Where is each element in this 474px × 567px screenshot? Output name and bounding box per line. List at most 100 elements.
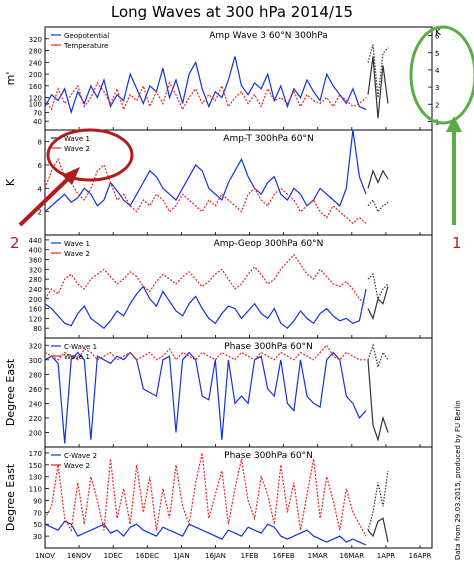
x-tick-label: 1JAN bbox=[173, 552, 189, 560]
x-tick-label: 16DEC bbox=[135, 552, 159, 560]
y-tick-label: 70 bbox=[33, 109, 42, 117]
y-tick-label: 400 bbox=[29, 247, 42, 255]
y-tick-label: 160 bbox=[29, 83, 42, 91]
legend-label: Wave 2 bbox=[64, 462, 90, 470]
y-tick-label: 110 bbox=[29, 486, 42, 494]
x-axis: 1NOV 16NOV 1DEC 16DEC 1JAN 16JAN 1FEB 16FEB 1MAR… bbox=[35, 127, 432, 560]
panel-frame bbox=[44, 337, 433, 448]
green-annotation-label: 1 bbox=[452, 234, 462, 252]
y-tick-label: 90 bbox=[33, 497, 42, 505]
series-line-2 bbox=[44, 157, 367, 225]
legend-label: Wave 1 bbox=[64, 240, 90, 248]
series-line-2 bbox=[44, 344, 366, 361]
panel-5: 30 50 70 90 110 130 150 170 Degree East Phase 300… bbox=[4, 446, 433, 549]
red-annotation-label: 2 bbox=[10, 234, 20, 252]
panel-4: 200 220 240 260 280 300 320 Degree East Phase 30… bbox=[4, 337, 433, 448]
x-tick-label: 1MAR bbox=[308, 552, 328, 560]
panel-title: Amp-Geop 300hPa 60°N bbox=[214, 239, 324, 249]
y-tick-label: 360 bbox=[29, 257, 42, 265]
y-tick-label: 150 bbox=[29, 462, 42, 470]
series-line-1 bbox=[44, 351, 367, 444]
legend-label: Wave 2 bbox=[64, 145, 90, 153]
y-tick-label: 120 bbox=[29, 315, 42, 323]
panel-title: Phase 300hPa 60°N bbox=[224, 342, 313, 352]
series-line-2 bbox=[44, 253, 367, 305]
y-tick-label: 320 bbox=[29, 342, 42, 350]
legend-label: C-Wave 1 bbox=[64, 343, 97, 351]
series-line-2 bbox=[44, 452, 367, 537]
legend-label: Wave 2 bbox=[64, 250, 90, 258]
y-tick-label: 260 bbox=[29, 386, 42, 394]
y2-tick-label: 4 bbox=[435, 67, 440, 75]
forecast-line-dotted bbox=[367, 343, 389, 370]
y-tick-label: 120 bbox=[29, 95, 42, 103]
y-tick-label: 80 bbox=[33, 325, 42, 333]
series-line-1 bbox=[44, 56, 367, 115]
y-tick-label: 100 bbox=[29, 101, 42, 109]
legend-label: Geopotential bbox=[64, 32, 109, 40]
x-tick-label: 1DEC bbox=[104, 552, 123, 560]
y-tick-label: 160 bbox=[29, 306, 42, 314]
y2-tick-label: 2 bbox=[435, 101, 439, 109]
y-tick-label: 320 bbox=[29, 36, 42, 44]
forecast-line-solid bbox=[367, 56, 389, 119]
y-tick-label: 40 bbox=[33, 118, 42, 126]
red-circle-annotation bbox=[46, 128, 134, 182]
x-tick-label: 16MAR bbox=[340, 552, 365, 560]
legend-label: C-Wave 2 bbox=[64, 452, 97, 460]
forecast-line-dotted bbox=[367, 272, 389, 301]
panel-title: Phase 300hPa 60°N bbox=[224, 451, 313, 461]
chart-title: Long Waves at 300 hPa 2014/15 bbox=[111, 3, 353, 21]
y-tick-label: 300 bbox=[29, 357, 42, 365]
y-tick-label: 240 bbox=[29, 59, 42, 67]
y-tick-label: 320 bbox=[29, 266, 42, 274]
x-tick-label: 1NOV bbox=[35, 552, 55, 560]
x-tick-label: 1APR bbox=[377, 552, 395, 560]
y-tick-label: 170 bbox=[29, 450, 42, 458]
y-axis-label: K bbox=[4, 178, 17, 186]
y2-tick-label: 6 bbox=[435, 33, 440, 41]
y-tick-label: 70 bbox=[33, 509, 42, 517]
y2-tick-label: 3 bbox=[435, 84, 439, 92]
red-arrowhead bbox=[62, 167, 80, 185]
forecast-line-dotted bbox=[367, 44, 389, 98]
y-tick-label: 200 bbox=[29, 429, 42, 437]
series-line-1 bbox=[44, 520, 367, 546]
series-line-2 bbox=[44, 81, 367, 112]
legend-label: Wave 1 bbox=[64, 353, 90, 361]
y2-axis-label: K bbox=[435, 28, 442, 38]
y-tick-label: 30 bbox=[33, 533, 42, 541]
y-axis-label: m' bbox=[4, 72, 17, 86]
y-tick-label: 280 bbox=[29, 48, 42, 56]
credit-text: Data from 29.03.2015, produced by FU Ber… bbox=[454, 400, 462, 560]
forecast-line-solid bbox=[367, 359, 389, 442]
forecast-line-dotted bbox=[367, 470, 389, 531]
panel-2: 2 4 6 8 K Amp-T 300hPa 60°N Wave 1 Wave 2 bbox=[4, 129, 433, 236]
y-tick-label: 240 bbox=[29, 286, 42, 294]
y-tick-label: 200 bbox=[29, 296, 42, 304]
x-tick-label: 16FEB bbox=[273, 552, 295, 560]
y-tick-label: 240 bbox=[29, 400, 42, 408]
y-tick-label: 8 bbox=[38, 139, 42, 147]
forecast-line-solid bbox=[367, 169, 389, 189]
forecast-line-dotted bbox=[367, 198, 389, 213]
x-tick-label: 1FEB bbox=[241, 552, 259, 560]
y-tick-label: 2 bbox=[38, 209, 42, 217]
green-arrowhead bbox=[446, 116, 462, 132]
series-line-1 bbox=[44, 129, 367, 213]
y-tick-label: 220 bbox=[29, 415, 42, 423]
y-tick-label: 50 bbox=[33, 521, 42, 529]
legend-label: Temperature bbox=[63, 42, 108, 50]
annotation-overlay: 2 1 bbox=[10, 25, 474, 252]
y-tick-label: 200 bbox=[29, 71, 42, 79]
y-axis-label: Degree East bbox=[4, 463, 17, 531]
x-tick-label: 16NOV bbox=[67, 552, 92, 560]
y-tick-label: 280 bbox=[29, 371, 42, 379]
panel-title: Amp Wave 3 60°N 300hPa bbox=[209, 31, 328, 41]
y-tick-label: 280 bbox=[29, 276, 42, 284]
y-axis-label: Degree East bbox=[4, 358, 17, 426]
y-tick-label: 4 bbox=[38, 185, 43, 193]
